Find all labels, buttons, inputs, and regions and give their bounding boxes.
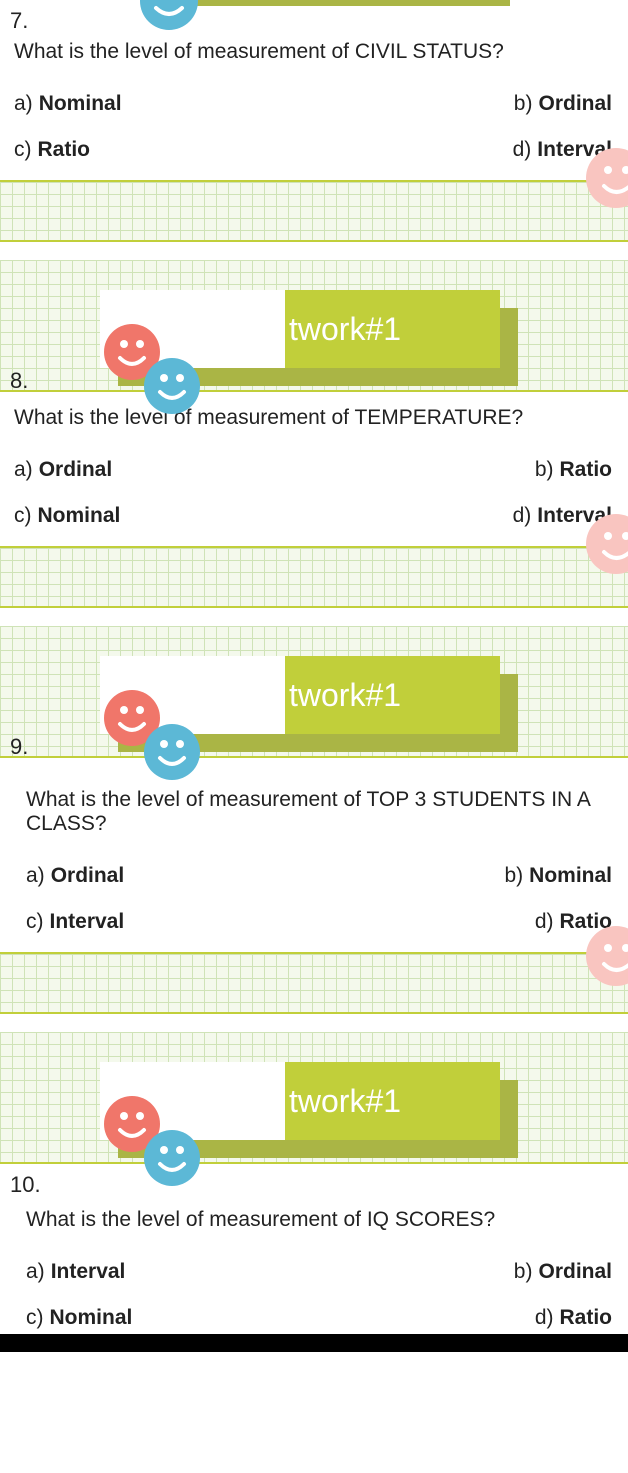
option-d[interactable]: d)Ratio (535, 1306, 614, 1330)
slide-header: twork#1 9. (0, 626, 628, 756)
options-grid: a)Ordinal b)Nominal c)Interval d)Ratio (26, 864, 614, 934)
grid-pattern (0, 954, 628, 1014)
slide-header: twork#1 8. (0, 260, 628, 390)
title-banner: twork#1 (100, 290, 520, 380)
option-a[interactable]: a)Ordinal (14, 458, 304, 482)
title-banner: twork#1 (100, 1062, 520, 1152)
question-card-8: What is the level of measurement of TEMP… (0, 390, 628, 548)
question-card-10: 10. What is the level of measurement of … (0, 1162, 628, 1334)
smiley-pink-light-icon (586, 926, 628, 986)
option-c[interactable]: c)Nominal (14, 504, 304, 528)
banner-label: twork#1 (285, 656, 500, 734)
question-text: What is the level of measurement of IQ S… (26, 1208, 614, 1232)
smiley-blue-icon (140, 0, 198, 30)
option-a[interactable]: a)Nominal (14, 92, 304, 116)
slide-header: twork#1 (0, 1032, 628, 1162)
option-b[interactable]: b)Ordinal (514, 92, 614, 116)
option-c[interactable]: c)Interval (26, 910, 310, 934)
question-text: What is the level of measurement of TOP … (26, 788, 614, 836)
question-number: 8. (10, 368, 28, 394)
footer-bar (0, 1334, 628, 1352)
grid-pattern (0, 548, 628, 608)
question-card-7: 7. What is the level of measurement of C… (0, 0, 628, 182)
question-number: 10. (10, 1172, 614, 1198)
option-b[interactable]: b)Ratio (535, 458, 614, 482)
question-number: 9. (10, 734, 28, 760)
question-card-9: What is the level of measurement of TOP … (0, 756, 628, 954)
option-c[interactable]: c)Ratio (14, 138, 304, 162)
option-c[interactable]: c)Nominal (26, 1306, 310, 1330)
grid-pattern (0, 182, 628, 242)
smiley-pink-light-icon (586, 148, 628, 208)
option-a[interactable]: a)Ordinal (26, 864, 310, 888)
smiley-blue-icon (144, 1130, 200, 1186)
question-text: What is the level of measurement of CIVI… (14, 40, 614, 64)
option-b[interactable]: b)Ordinal (514, 1260, 614, 1284)
option-a[interactable]: a)Interval (26, 1260, 310, 1284)
options-grid: a)Interval b)Ordinal c)Nominal d)Ratio (26, 1260, 614, 1330)
options-grid: a)Ordinal b)Ratio c)Nominal d)Interval (14, 458, 614, 528)
smiley-blue-icon (144, 358, 200, 414)
smiley-pink-light-icon (586, 514, 628, 574)
banner-label: twork#1 (285, 1062, 500, 1140)
option-b[interactable]: b)Nominal (504, 864, 614, 888)
banner-label: twork#1 (285, 290, 500, 368)
title-banner: twork#1 (100, 656, 520, 746)
smiley-blue-icon (144, 724, 200, 780)
banner-stub (170, 0, 510, 6)
question-number: 7. (10, 8, 614, 34)
question-text: What is the level of measurement of TEMP… (14, 406, 614, 430)
options-grid: a)Nominal b)Ordinal c)Ratio d)Interval (14, 92, 614, 162)
